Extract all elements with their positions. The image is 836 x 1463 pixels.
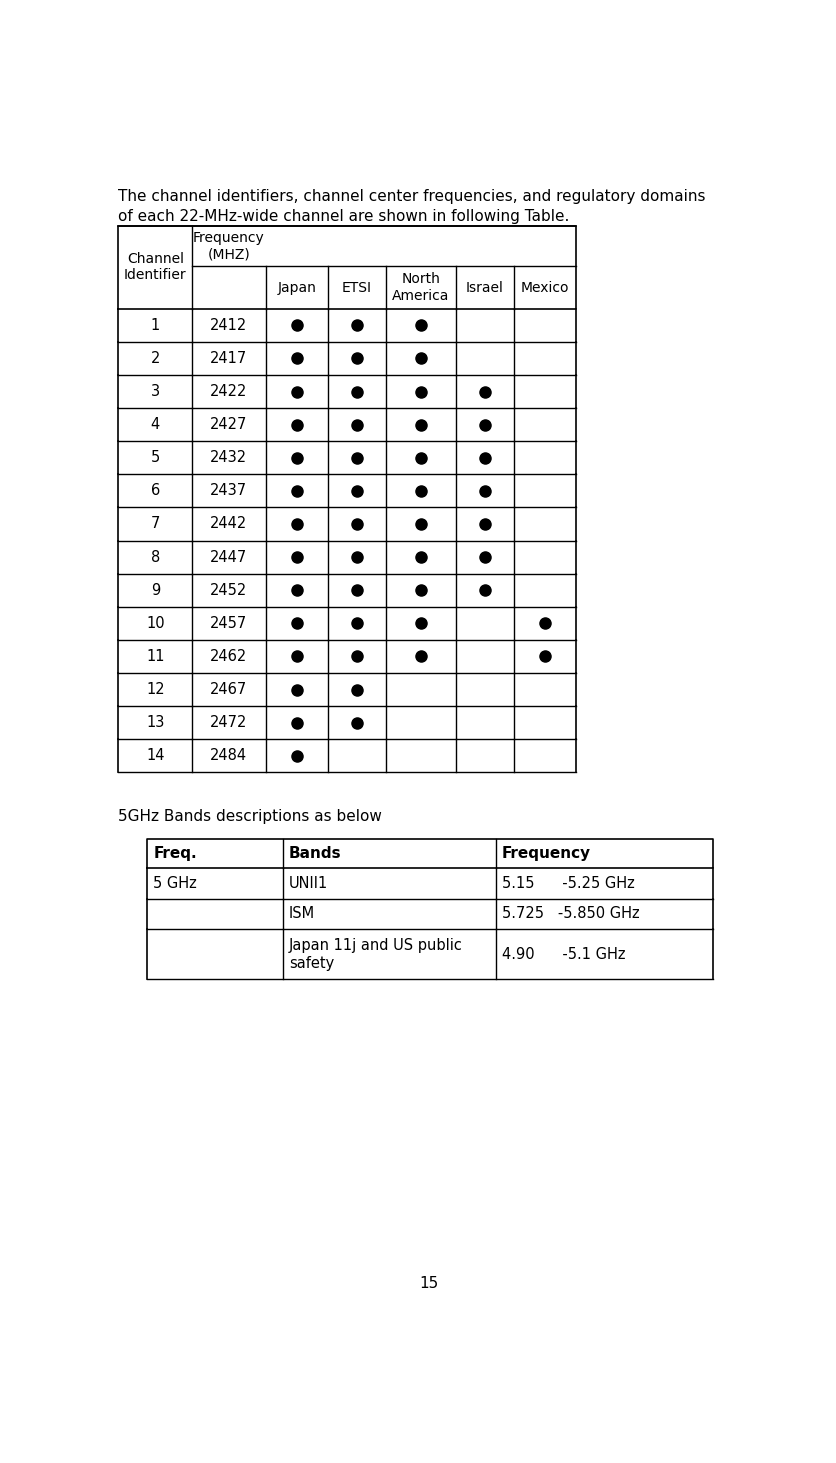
- Text: 8: 8: [150, 550, 160, 565]
- Text: 7: 7: [150, 516, 160, 531]
- Text: of each 22-MHz-wide channel are shown in following Table.: of each 22-MHz-wide channel are shown in…: [119, 209, 570, 224]
- Text: 2462: 2462: [211, 650, 247, 664]
- Text: 15: 15: [419, 1276, 438, 1290]
- Text: 3: 3: [150, 385, 160, 399]
- Text: 5.15      -5.25 GHz: 5.15 -5.25 GHz: [502, 876, 635, 891]
- Text: 5.725   -5.850 GHz: 5.725 -5.850 GHz: [502, 907, 640, 922]
- Text: 1: 1: [150, 317, 160, 332]
- Text: 2422: 2422: [210, 385, 247, 399]
- Text: 14: 14: [146, 748, 165, 764]
- Text: 2432: 2432: [211, 451, 247, 465]
- Text: 11: 11: [146, 650, 165, 664]
- Text: 2457: 2457: [211, 616, 247, 631]
- Text: 13: 13: [146, 715, 165, 730]
- Text: 5: 5: [150, 451, 160, 465]
- Text: Channel
Identifier: Channel Identifier: [124, 252, 186, 282]
- Text: ISM: ISM: [289, 907, 315, 922]
- Text: Frequency
(MHZ): Frequency (MHZ): [193, 231, 265, 260]
- Text: Israel: Israel: [466, 281, 503, 294]
- Text: 2484: 2484: [211, 748, 247, 764]
- Text: Frequency: Frequency: [502, 846, 591, 860]
- Text: 2442: 2442: [211, 516, 247, 531]
- Text: 4: 4: [150, 417, 160, 432]
- Text: Japan 11j and US public
safety: Japan 11j and US public safety: [289, 938, 463, 970]
- Text: North
America: North America: [392, 272, 450, 303]
- Text: Bands: Bands: [289, 846, 342, 860]
- Text: ETSI: ETSI: [342, 281, 372, 294]
- Text: 2417: 2417: [211, 351, 247, 366]
- Text: 2: 2: [150, 351, 160, 366]
- Text: The channel identifiers, channel center frequencies, and regulatory domains: The channel identifiers, channel center …: [119, 189, 706, 205]
- Text: 10: 10: [146, 616, 165, 631]
- Text: Freq.: Freq.: [153, 846, 197, 860]
- Text: 9: 9: [150, 582, 160, 598]
- Text: 6: 6: [150, 483, 160, 499]
- Text: 2427: 2427: [210, 417, 247, 432]
- Text: 5GHz Bands descriptions as below: 5GHz Bands descriptions as below: [119, 809, 382, 824]
- Text: 2452: 2452: [211, 582, 247, 598]
- Text: 4.90      -5.1 GHz: 4.90 -5.1 GHz: [502, 947, 625, 961]
- Text: 5 GHz: 5 GHz: [153, 876, 197, 891]
- Text: 12: 12: [146, 682, 165, 696]
- Text: Mexico: Mexico: [521, 281, 569, 294]
- Text: 2437: 2437: [211, 483, 247, 499]
- Text: UNII1: UNII1: [289, 876, 329, 891]
- Text: 2472: 2472: [210, 715, 247, 730]
- Text: 2467: 2467: [211, 682, 247, 696]
- Text: 2447: 2447: [211, 550, 247, 565]
- Text: Japan: Japan: [278, 281, 316, 294]
- Text: 2412: 2412: [211, 317, 247, 332]
